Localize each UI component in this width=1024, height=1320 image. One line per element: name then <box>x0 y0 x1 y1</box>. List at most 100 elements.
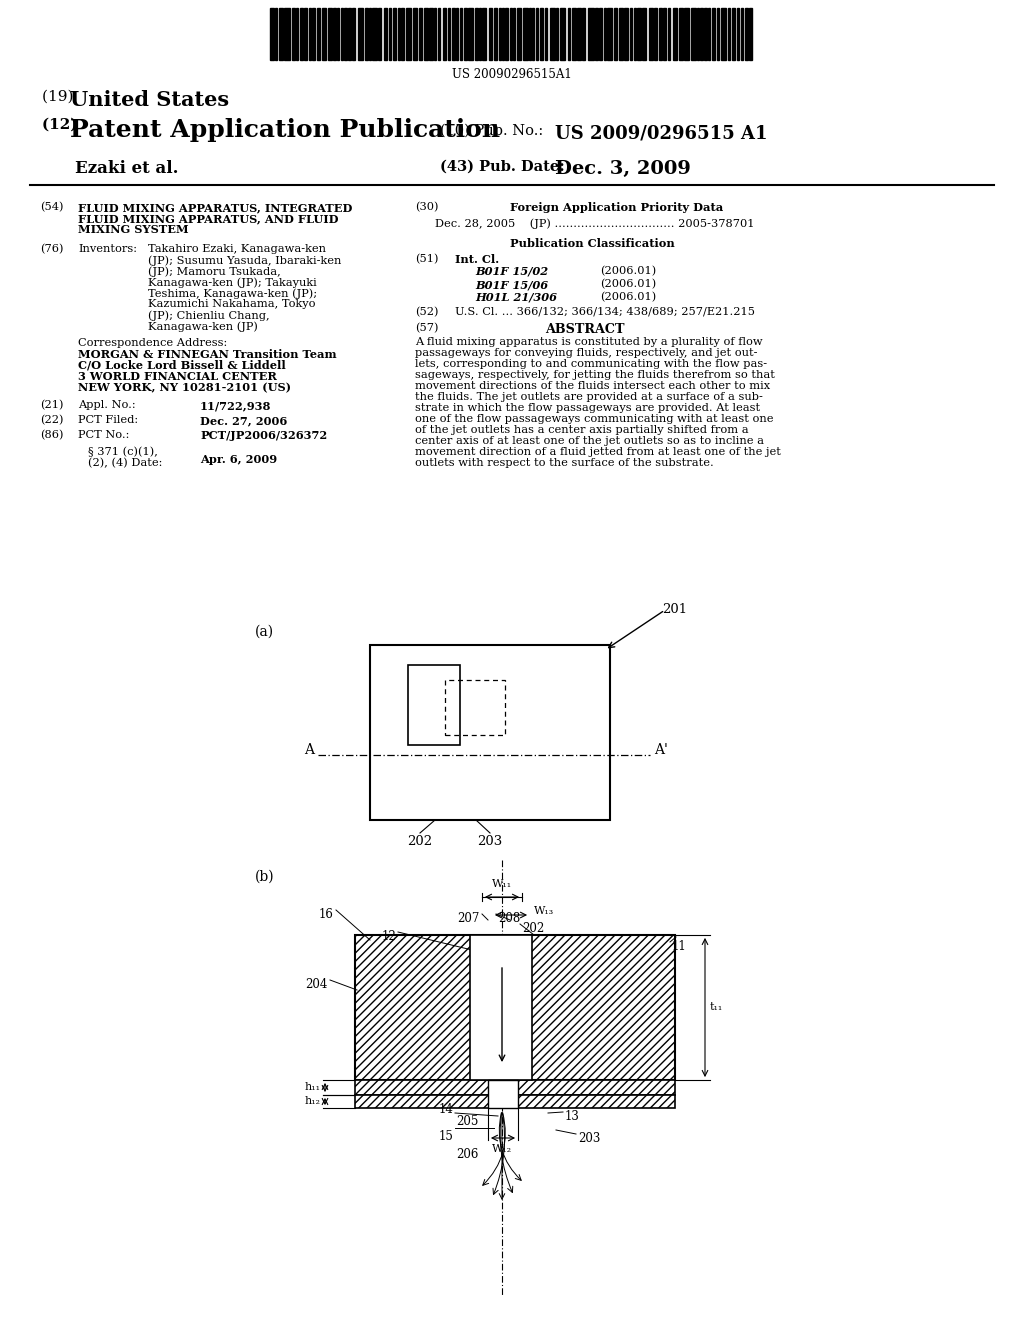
Bar <box>717 8 719 59</box>
Bar <box>637 8 641 59</box>
Bar <box>618 8 623 59</box>
Text: (10) Pub. No.:: (10) Pub. No.: <box>440 124 544 139</box>
Text: Kanagawa-ken (JP); Takayuki: Kanagawa-ken (JP); Takayuki <box>148 277 316 288</box>
Text: FLUID MIXING APPARATUS, INTEGRATED: FLUID MIXING APPARATUS, INTEGRATED <box>78 202 352 213</box>
Text: (2006.01): (2006.01) <box>600 279 656 289</box>
Text: (54): (54) <box>40 202 63 213</box>
Text: one of the flow passageways communicating with at least one: one of the flow passageways communicatin… <box>415 414 773 424</box>
Bar <box>550 8 555 59</box>
Text: PCT No.:: PCT No.: <box>78 430 129 440</box>
Bar <box>517 8 521 59</box>
Text: 14: 14 <box>438 1104 453 1115</box>
Bar <box>348 8 351 59</box>
Text: (30): (30) <box>415 202 438 213</box>
Text: 205: 205 <box>456 1115 478 1129</box>
Bar <box>634 8 636 59</box>
Bar <box>691 8 696 59</box>
Bar <box>389 8 391 59</box>
Text: Teshima, Kanagawa-ken (JP);: Teshima, Kanagawa-ken (JP); <box>148 288 317 298</box>
Text: (JP); Mamoru Tsukada,: (JP); Mamoru Tsukada, <box>148 267 281 277</box>
Bar <box>599 8 602 59</box>
Bar <box>588 8 594 59</box>
Text: W₁₃: W₁₃ <box>534 906 554 916</box>
Bar <box>372 8 377 59</box>
Text: (86): (86) <box>40 430 63 441</box>
Bar <box>673 8 677 59</box>
Bar <box>536 8 538 59</box>
Bar <box>568 8 570 59</box>
Text: h₁₁: h₁₁ <box>305 1082 321 1092</box>
Text: (2), (4) Date:: (2), (4) Date: <box>88 458 163 469</box>
Bar <box>406 8 411 59</box>
Bar <box>341 8 343 59</box>
Text: Correspondence Address:: Correspondence Address: <box>78 338 227 348</box>
Text: lets, corresponding to and communicating with the flow pas-: lets, corresponding to and communicating… <box>415 359 767 370</box>
Text: sageways, respectively, for jetting the fluids therefrom so that: sageways, respectively, for jetting the … <box>415 370 775 380</box>
Bar <box>464 8 467 59</box>
Bar <box>721 8 726 59</box>
Text: (JP); Susumu Yasuda, Ibaraki-ken: (JP); Susumu Yasuda, Ibaraki-ken <box>148 255 341 265</box>
Bar <box>679 8 683 59</box>
Text: Dec. 3, 2009: Dec. 3, 2009 <box>555 160 691 178</box>
Text: of the jet outlets has a center axis partially shifted from a: of the jet outlets has a center axis par… <box>415 425 749 436</box>
Text: Ezaki et al.: Ezaki et al. <box>75 160 178 177</box>
Text: PCT/JP2006/326372: PCT/JP2006/326372 <box>200 430 328 441</box>
Text: 206: 206 <box>456 1148 478 1162</box>
Bar <box>523 8 528 59</box>
Bar <box>279 8 283 59</box>
Bar <box>510 8 512 59</box>
Bar <box>529 8 531 59</box>
Text: (b): (b) <box>255 870 274 884</box>
Bar <box>419 8 422 59</box>
Text: § 371 (c)(1),: § 371 (c)(1), <box>88 447 158 457</box>
Bar <box>296 8 298 59</box>
Bar <box>413 8 417 59</box>
Text: Publication Classification: Publication Classification <box>510 238 675 249</box>
Text: Foreign Application Priority Data: Foreign Application Priority Data <box>510 202 723 213</box>
Bar <box>614 8 617 59</box>
Bar <box>737 8 739 59</box>
Bar <box>312 8 315 59</box>
Bar <box>304 8 307 59</box>
Bar <box>595 8 598 59</box>
Text: Kanagawa-ken (JP): Kanagawa-ken (JP) <box>148 321 258 331</box>
Text: 16: 16 <box>319 908 334 921</box>
Bar <box>659 8 662 59</box>
Bar <box>649 8 653 59</box>
Bar <box>532 8 534 59</box>
Bar <box>460 8 462 59</box>
Bar <box>577 8 581 59</box>
Bar <box>317 8 319 59</box>
Text: A fluid mixing apparatus is constituted by a plurality of flow: A fluid mixing apparatus is constituted … <box>415 337 763 347</box>
Bar <box>275 8 278 59</box>
Bar <box>479 8 481 59</box>
Bar <box>408 665 460 744</box>
Bar <box>355 935 675 1080</box>
Bar <box>370 645 610 820</box>
Bar <box>328 8 332 59</box>
Text: (a): (a) <box>255 624 274 639</box>
Text: t₁₁: t₁₁ <box>710 1002 723 1012</box>
Bar <box>352 8 355 59</box>
Text: A: A <box>304 743 314 756</box>
Bar <box>654 8 657 59</box>
Text: (51): (51) <box>415 253 438 264</box>
Text: (57): (57) <box>415 323 438 334</box>
Bar <box>482 8 486 59</box>
Text: passageways for conveying fluids, respectively, and jet out-: passageways for conveying fluids, respec… <box>415 348 758 358</box>
Bar <box>705 8 707 59</box>
Bar <box>502 8 504 59</box>
Bar <box>309 8 311 59</box>
Text: B01F 15/02: B01F 15/02 <box>475 267 548 277</box>
Text: (21): (21) <box>40 400 63 411</box>
Bar <box>429 8 433 59</box>
Bar <box>642 8 646 59</box>
Bar <box>434 8 436 59</box>
Bar <box>582 8 585 59</box>
Bar <box>630 8 632 59</box>
Text: A': A' <box>654 743 668 756</box>
Bar <box>540 8 543 59</box>
Text: 208: 208 <box>498 912 520 925</box>
Text: 11: 11 <box>672 940 687 953</box>
Bar <box>393 8 396 59</box>
